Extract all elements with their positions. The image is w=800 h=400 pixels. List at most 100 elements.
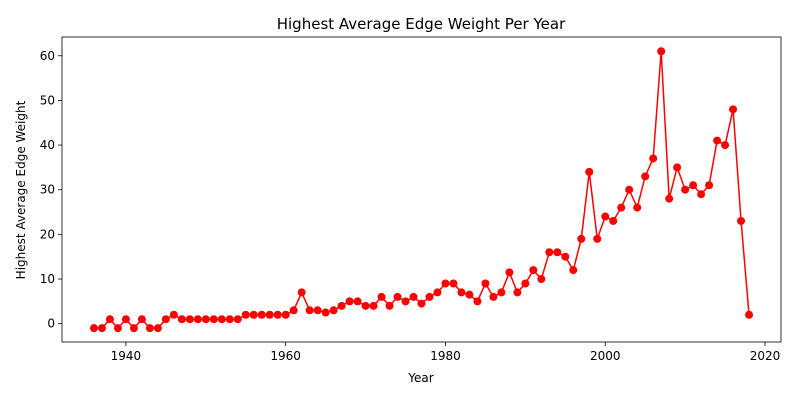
data-point — [377, 292, 386, 301]
data-point — [329, 306, 338, 315]
data-point — [665, 194, 674, 203]
x-tick-label: 1980 — [430, 349, 461, 363]
data-point — [265, 310, 274, 319]
y-tick-label: 0 — [47, 317, 55, 331]
x-tick-label: 1940 — [111, 349, 142, 363]
data-point — [449, 279, 458, 288]
data-point — [337, 301, 346, 310]
data-point — [497, 288, 506, 297]
data-point — [409, 292, 418, 301]
data-point — [561, 252, 570, 261]
data-point — [153, 324, 162, 333]
data-point — [369, 301, 378, 310]
data-point — [545, 248, 554, 257]
y-tick-label: 20 — [40, 227, 55, 241]
data-point — [745, 310, 754, 319]
data-point — [209, 315, 218, 324]
plot-frame — [61, 36, 782, 343]
data-point — [577, 234, 586, 243]
data-point — [169, 310, 178, 319]
data-point — [473, 297, 482, 306]
data-point — [273, 310, 282, 319]
data-point — [689, 181, 698, 190]
data-point — [601, 212, 610, 221]
data-point — [385, 301, 394, 310]
data-point — [145, 324, 154, 333]
data-point — [537, 275, 546, 284]
data-point — [585, 167, 594, 176]
y-tick-label: 40 — [40, 138, 55, 152]
data-point — [305, 306, 314, 315]
data-point — [729, 105, 738, 114]
data-point — [673, 163, 682, 172]
data-point — [633, 203, 642, 212]
data-point — [201, 315, 210, 324]
data-point — [281, 310, 290, 319]
data-point — [137, 315, 146, 324]
data-point — [193, 315, 202, 324]
plot-area — [61, 36, 782, 343]
data-point — [705, 181, 714, 190]
y-tick-label: 60 — [40, 49, 55, 63]
data-point — [121, 315, 130, 324]
data-point — [425, 292, 434, 301]
series-line — [93, 51, 750, 330]
data-point — [361, 301, 370, 310]
x-tick-label: 1960 — [270, 349, 301, 363]
data-point — [481, 279, 490, 288]
data-point — [225, 315, 234, 324]
x-tick-label: 2020 — [750, 349, 781, 363]
data-point — [713, 136, 722, 145]
y-tick-label: 10 — [40, 272, 55, 286]
data-point — [241, 310, 250, 319]
data-point — [457, 288, 466, 297]
data-point — [433, 288, 442, 297]
data-point — [177, 315, 186, 324]
data-point — [521, 279, 530, 288]
data-point — [161, 315, 170, 324]
data-point — [289, 306, 298, 315]
data-point — [489, 292, 498, 301]
data-point — [593, 234, 602, 243]
data-point — [249, 310, 258, 319]
data-point — [681, 185, 690, 194]
data-point — [505, 268, 514, 277]
data-point — [609, 216, 618, 225]
data-point — [417, 299, 426, 308]
data-point — [401, 297, 410, 306]
data-point — [321, 308, 330, 317]
data-point — [345, 297, 354, 306]
x-tick-label: 2000 — [590, 349, 621, 363]
x-axis-title: Year — [407, 371, 433, 385]
data-point — [217, 315, 226, 324]
data-point — [569, 266, 578, 275]
data-point — [737, 216, 746, 225]
data-point — [313, 306, 322, 315]
data-point — [697, 190, 706, 199]
data-point — [529, 266, 538, 275]
data-point — [89, 324, 98, 333]
data-point — [657, 47, 666, 56]
chart-title: Highest Average Edge Weight Per Year — [277, 15, 566, 33]
data-point — [441, 279, 450, 288]
data-point — [129, 324, 138, 333]
data-point — [625, 185, 634, 194]
data-point — [553, 248, 562, 257]
x-axis: 1940 1960 1980 2000 2020 — [111, 342, 781, 363]
data-point — [641, 172, 650, 181]
data-point — [97, 324, 106, 333]
data-point — [649, 154, 658, 163]
y-axis: 0 10 20 30 40 50 60 — [40, 49, 62, 331]
data-point — [297, 288, 306, 297]
y-axis-title: Highest Average Edge Weight — [14, 100, 28, 279]
data-point — [465, 290, 474, 299]
data-point — [113, 324, 122, 333]
data-point — [393, 292, 402, 301]
y-tick-label: 50 — [40, 93, 55, 107]
data-point — [617, 203, 626, 212]
y-tick-label: 30 — [40, 183, 55, 197]
data-point — [721, 141, 730, 150]
data-point — [513, 288, 522, 297]
data-point — [353, 297, 362, 306]
